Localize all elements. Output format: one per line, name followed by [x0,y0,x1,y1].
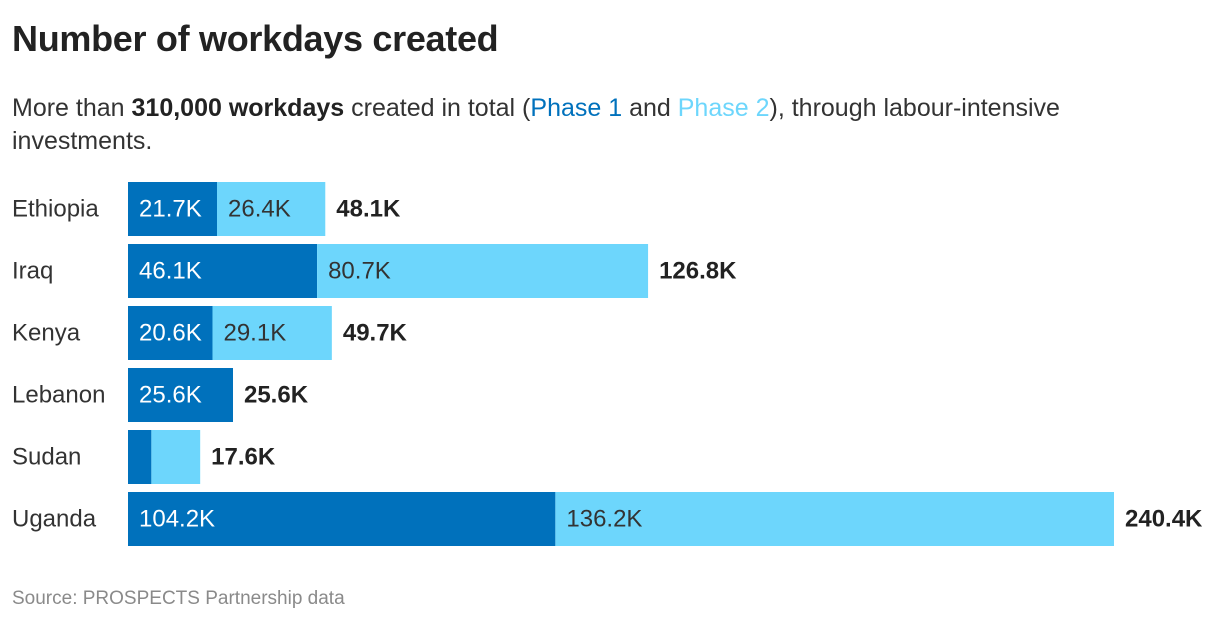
data-label-uganda-phase-1: 104.2K [139,506,215,533]
total-label-sudan: 17.6K [211,444,276,471]
total-label-lebanon: 25.6K [244,382,309,409]
data-label-ethiopia-phase-1: 21.7K [139,196,202,223]
category-label-lebanon: Lebanon [12,382,105,409]
chart-title: Number of workdays created [12,18,499,59]
subtitle-prefix: More than [12,94,132,122]
bar-sudan-phase-2 [151,430,201,484]
category-label-iraq: Iraq [12,258,53,285]
bar-uganda-phase-2 [555,492,1114,546]
bar-ethiopia-phase-2 [217,182,326,236]
category-label-uganda: Uganda [12,506,97,533]
workdays-bar-chart: Ethiopia 21.7K 26.4K 48.1K Iraq 46.1K 80.7K 126… [12,182,1203,546]
data-label-iraq-phase-2: 80.7K [328,258,391,285]
chart-subtitle: More than 310,000 workdays created in to… [12,92,1192,158]
data-label-ethiopia-phase-2: 26.4K [228,196,291,223]
total-label-kenya: 49.7K [343,320,408,347]
data-label-lebanon-phase-1: 25.6K [139,382,202,409]
data-label-uganda-phase-2: 136.2K [566,506,642,533]
category-label-ethiopia: Ethiopia [12,196,99,223]
legend-phase-1: Phase 1 [530,94,623,122]
legend-phase-2: Phase 2 [677,94,770,122]
bar-lebanon-phase-1 [128,368,233,422]
data-label-kenya-phase-2: 29.1K [223,320,286,347]
subtitle-mid: created in total ( [344,94,531,122]
bar-sudan-phase-1 [128,430,152,484]
bar-uganda-phase-1 [128,492,556,546]
subtitle-and: and [622,94,678,122]
data-label-kenya-phase-1: 20.6K [139,320,202,347]
category-label-sudan: Sudan [12,444,81,471]
subtitle-total: 310,000 workdays [131,94,345,122]
bar-kenya-phase-1 [128,306,213,360]
category-label-kenya: Kenya [12,320,81,347]
bar-iraq-phase-2 [317,244,649,298]
bar-kenya-phase-2 [212,306,332,360]
bar-ethiopia-phase-1 [128,182,218,236]
data-label-iraq-phase-1: 46.1K [139,258,202,285]
total-label-iraq: 126.8K [659,258,737,285]
total-label-ethiopia: 48.1K [336,196,401,223]
total-label-uganda: 240.4K [1125,506,1203,533]
subtitle-suffix: ), through labour-intensive investments. [12,94,1060,155]
source-note: Source: PROSPECTS Partnership data [12,588,345,609]
bar-iraq-phase-1 [128,244,318,298]
